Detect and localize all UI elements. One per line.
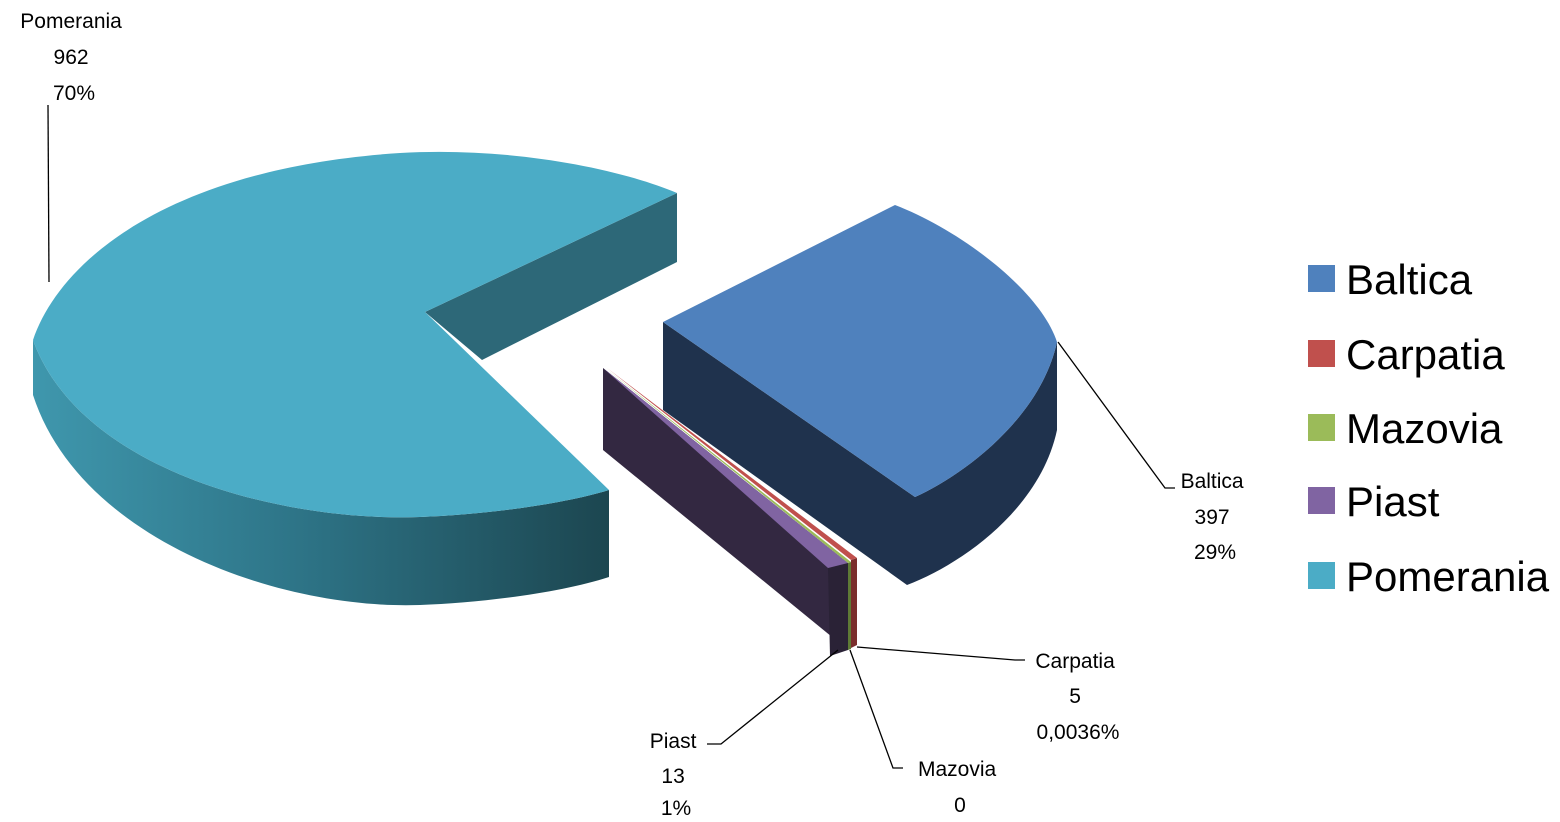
legend: Baltica Carpatia Mazovia Piast Pomerania <box>1308 256 1550 600</box>
data-label-piast: Piast 13 1% <box>650 730 703 817</box>
slice-mazovia-side <box>848 562 851 650</box>
data-label-pomerania: Pomerania 962 70% <box>20 10 127 105</box>
leader-line-piast <box>707 649 839 745</box>
data-label-piast-percent: 1% <box>661 797 691 817</box>
legend-label-baltica: Baltica <box>1346 256 1473 303</box>
data-label-carpatia-name: Carpatia <box>1035 650 1115 673</box>
pie-slice-mazovia <box>605 368 851 650</box>
legend-label-carpatia: Carpatia <box>1346 331 1505 378</box>
data-label-mazovia: Mazovia 0 <box>918 758 1002 817</box>
data-label-piast-value: 13 <box>661 765 684 788</box>
legend-swatch-piast <box>1308 487 1335 514</box>
slice-pomerania-top <box>33 151 677 518</box>
leader-line-baltica <box>1057 341 1175 489</box>
leader-lines <box>47 104 1175 769</box>
leader-line-mazovia <box>849 649 903 769</box>
data-label-mazovia-name: Mazovia <box>918 758 997 781</box>
slice-pomerania-cut-face <box>425 193 677 360</box>
slice-mazovia-top <box>605 368 851 563</box>
pie-slice-carpatia <box>607 368 857 648</box>
legend-label-pomerania: Pomerania <box>1346 553 1550 600</box>
data-label-piast-name: Piast <box>650 730 697 753</box>
data-label-pomerania-percent: 70% <box>53 82 95 105</box>
pie-slice-piast <box>603 368 848 656</box>
data-label-pomerania-value: 962 <box>54 46 89 69</box>
legend-label-piast: Piast <box>1346 478 1440 525</box>
leader-line-pomerania <box>47 104 50 283</box>
slice-pomerania-outer-side <box>33 340 609 606</box>
data-label-baltica-name: Baltica <box>1181 470 1244 493</box>
legend-swatch-mazovia <box>1308 414 1335 441</box>
data-label-carpatia-value: 5 <box>1069 685 1081 708</box>
legend-entry-mazovia: Mazovia <box>1308 405 1503 452</box>
data-label-baltica: Baltica 397 29% <box>1181 470 1250 564</box>
legend-entry-carpatia: Carpatia <box>1308 331 1505 378</box>
slice-carpatia-top <box>607 368 857 560</box>
slice-baltica-top <box>663 205 1057 497</box>
pie-slice-pomerania <box>33 151 677 606</box>
data-label-pomerania-name: Pomerania <box>20 10 122 33</box>
legend-entry-piast: Piast <box>1308 478 1440 525</box>
slice-baltica-outer-side <box>663 322 1057 585</box>
slice-piast-top <box>603 368 848 568</box>
data-label-carpatia-percent: 0,0036% <box>1037 721 1120 744</box>
legend-swatch-pomerania <box>1308 562 1335 589</box>
legend-label-mazovia: Mazovia <box>1346 405 1503 452</box>
legend-swatch-baltica <box>1308 265 1335 292</box>
pie-slice-baltica <box>663 205 1057 585</box>
slice-piast-front-face <box>828 563 848 656</box>
legend-swatch-carpatia <box>1308 340 1335 367</box>
legend-entry-baltica: Baltica <box>1308 256 1473 303</box>
data-label-baltica-percent: 29% <box>1194 541 1236 564</box>
data-label-carpatia: Carpatia 5 0,0036% <box>1035 650 1120 744</box>
slice-piast-cut-face <box>603 368 848 650</box>
slice-carpatia-side <box>851 558 857 648</box>
data-label-mazovia-value: 0 <box>954 794 966 817</box>
data-labels: Pomerania 962 70% Baltica 397 29% Carpat… <box>20 10 1250 820</box>
leader-line-carpatia <box>856 646 1025 661</box>
legend-entry-pomerania: Pomerania <box>1308 553 1550 600</box>
data-label-baltica-value: 397 <box>1195 506 1230 529</box>
